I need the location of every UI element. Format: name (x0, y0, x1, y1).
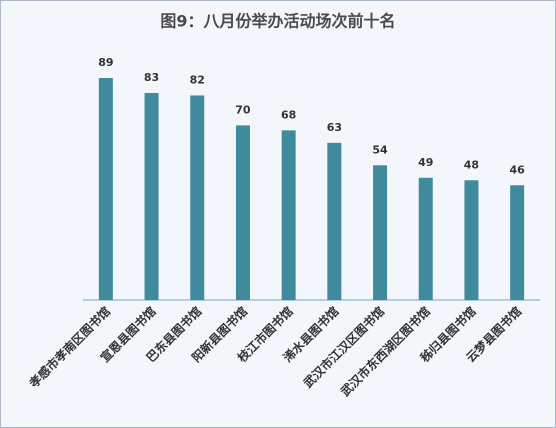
data-label: 83 (144, 71, 159, 84)
data-label: 54 (372, 143, 388, 156)
data-label: 89 (98, 56, 113, 69)
data-label: 68 (281, 108, 296, 121)
bar (190, 95, 205, 301)
bar (418, 177, 433, 300)
bar (373, 165, 388, 300)
bar (98, 78, 113, 300)
bar (144, 92, 159, 300)
data-label: 46 (509, 163, 525, 176)
data-label: 49 (418, 156, 433, 169)
data-label: 48 (464, 158, 479, 171)
data-label: 82 (190, 73, 205, 86)
data-label: 63 (327, 121, 342, 134)
bar (235, 125, 250, 301)
bar (327, 142, 342, 300)
bar (464, 180, 479, 300)
chart-title: 图9：八月份举办活动场次前十名 (160, 12, 395, 31)
data-label: 70 (235, 103, 251, 116)
bar (510, 185, 525, 300)
bar (281, 130, 296, 300)
